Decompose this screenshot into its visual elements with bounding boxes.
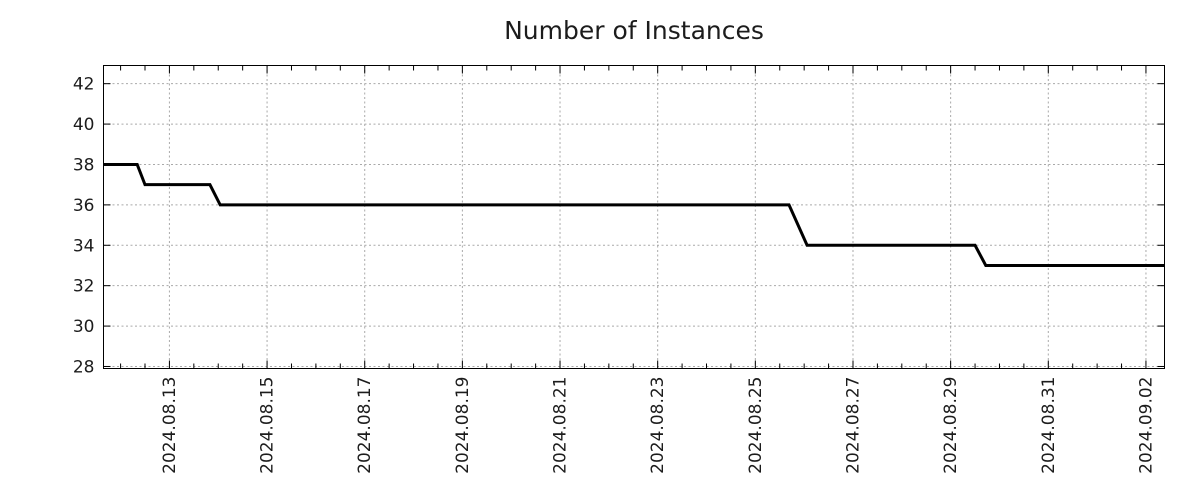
- y-tick-label: 42: [73, 75, 95, 95]
- y-tick-label: 28: [73, 357, 95, 377]
- y-tick-label: 36: [73, 196, 95, 216]
- x-tick-label: 2024.08.19: [453, 377, 473, 474]
- x-tick-labels: 2024.08.13 2024.08.15 2024.08.17 2024.08.19…: [160, 377, 1157, 474]
- x-tick-label: 2024.08.23: [648, 377, 668, 474]
- x-tick-label: 2024.08.13: [160, 377, 180, 474]
- gridlines: [103, 65, 1165, 369]
- x-tick-label: 2024.08.21: [551, 377, 571, 474]
- chart-title: Number of Instances: [504, 16, 764, 45]
- x-tick-label: 2024.08.17: [355, 377, 375, 474]
- series-line: [103, 162, 1165, 267]
- y-tick-label: 30: [73, 317, 95, 337]
- plot-border: [103, 65, 1165, 369]
- x-tick-label: 2024.09.02: [1136, 377, 1156, 474]
- x-tick-label: 2024.08.25: [746, 377, 766, 474]
- x-tick-label: 2024.08.27: [843, 377, 863, 474]
- axis-ticks: [103, 65, 1165, 369]
- y-tick-label: 40: [73, 115, 95, 135]
- y-tick-label: 32: [73, 277, 95, 297]
- y-tick-labels: 28 30 32 34 36 38 40 42: [73, 75, 95, 378]
- x-tick-label: 2024.08.31: [1039, 377, 1059, 474]
- x-tick-label: 2024.08.29: [941, 377, 961, 474]
- y-tick-label: 38: [73, 155, 95, 175]
- y-tick-label: 34: [73, 236, 95, 256]
- x-tick-label: 2024.08.15: [258, 377, 278, 474]
